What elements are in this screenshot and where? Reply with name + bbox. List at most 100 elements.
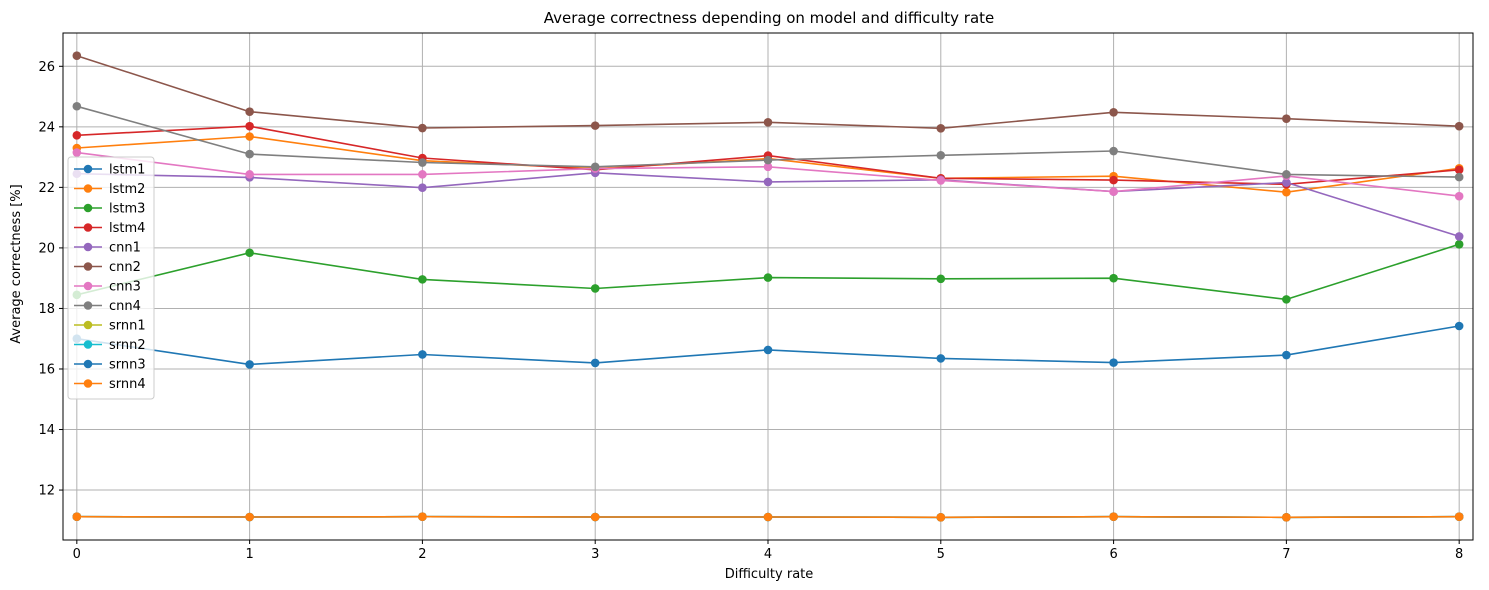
data-point-lstm1 [1282, 350, 1291, 360]
legend-item-lstm4: lstm4 [74, 221, 145, 236]
data-point-lstm4 [1109, 175, 1118, 185]
legend-item-srnn4: srnn4 [74, 377, 146, 392]
legend-item-cnn1: cnn1 [74, 241, 141, 256]
data-point-cnn2 [1109, 108, 1118, 117]
data-point-cnn4 [418, 158, 427, 167]
data-point-lstm3 [418, 275, 427, 284]
y-axis-label: Average correctness [%] [9, 184, 24, 343]
series-cnn4 [72, 101, 1464, 182]
data-point-cnn3 [763, 162, 773, 172]
legend-swatch-marker [83, 242, 93, 252]
x-axis: 0 1 2 3 4 5 6 7 8 [73, 540, 1463, 562]
legend-item-cnn4: cnn4 [74, 299, 141, 314]
x-tick-label: 7 [1282, 547, 1290, 562]
series-lstm1 [72, 321, 1464, 369]
data-point-srnn4 [72, 512, 82, 521]
data-point-lstm1 [936, 354, 946, 363]
data-point-cnn1 [763, 177, 773, 187]
data-point-cnn2 [763, 117, 773, 127]
y-tick-label: 14 [38, 423, 55, 438]
data-point-lstm1 [1109, 358, 1118, 367]
x-tick-label: 0 [73, 547, 81, 562]
legend-label: srnn1 [109, 319, 146, 334]
series-cnn2 [72, 51, 1464, 133]
legend-swatch-marker [83, 359, 93, 369]
legend-swatch-marker [83, 281, 93, 291]
legend-item-cnn3: cnn3 [74, 280, 141, 295]
data-point-cnn2 [1282, 114, 1291, 123]
legend-label: srnn3 [109, 358, 146, 373]
data-point-cnn2 [1454, 121, 1464, 131]
legend-label: lstm1 [109, 163, 145, 178]
chart-title: Average correctness depending on model a… [544, 9, 995, 27]
data-point-lstm3 [1109, 273, 1118, 283]
data-point-lstm1 [418, 350, 427, 359]
x-tick-label: 1 [245, 547, 253, 562]
data-point-lstm1 [763, 345, 773, 355]
y-tick-label: 12 [38, 484, 55, 499]
legend-label: lstm4 [109, 221, 145, 236]
data-point-cnn2 [245, 107, 254, 116]
data-point-lstm1 [245, 360, 254, 369]
y-tick-label: 26 [38, 60, 55, 75]
data-point-lstm3 [936, 274, 946, 284]
data-point-cnn4 [1282, 170, 1291, 179]
data-point-cnn3 [72, 148, 82, 157]
data-point-lstm3 [1282, 295, 1291, 304]
series-srnn4 [72, 512, 1464, 522]
legend-swatch-marker [83, 184, 93, 193]
legend-swatch-marker [83, 223, 93, 232]
legend-item-lstm3: lstm3 [74, 202, 145, 217]
legend-item-lstm1: lstm1 [74, 163, 145, 178]
data-point-srnn4 [418, 512, 427, 521]
data-point-cnn3 [245, 170, 254, 179]
x-tick-label: 2 [418, 547, 426, 562]
data-point-cnn4 [72, 101, 82, 111]
data-point-lstm3 [1454, 239, 1464, 249]
legend-box [67, 156, 155, 400]
data-point-srnn4 [936, 512, 946, 522]
legend-swatch-marker [83, 320, 93, 330]
data-point-cnn2 [590, 121, 600, 130]
x-axis-label: Difficulty rate [725, 567, 814, 582]
data-point-srnn4 [1454, 512, 1464, 521]
data-point-lstm4 [1454, 165, 1464, 175]
data-point-srnn4 [1282, 512, 1291, 522]
legend-item-lstm2: lstm2 [74, 182, 145, 197]
data-point-cnn4 [245, 149, 254, 159]
x-tick-label: 3 [591, 547, 599, 562]
data-point-cnn1 [418, 183, 427, 192]
legend-swatch-marker [83, 203, 93, 213]
data-point-lstm2 [245, 132, 254, 141]
legend-swatch-marker [83, 164, 93, 174]
legend-label: srnn2 [109, 338, 146, 353]
data-point-lstm4 [72, 131, 82, 140]
y-tick-label: 22 [38, 181, 55, 196]
data-point-cnn3 [418, 170, 427, 179]
data-point-cnn4 [936, 150, 946, 160]
grid [63, 33, 1473, 540]
data-point-lstm3 [590, 284, 600, 293]
x-tick-label: 4 [764, 547, 772, 562]
legend-label: cnn4 [109, 299, 141, 314]
data-point-cnn1 [1282, 178, 1291, 187]
data-point-srnn4 [590, 512, 600, 522]
legend-label: cnn3 [109, 280, 141, 295]
data-point-lstm3 [763, 273, 773, 282]
data-point-srnn4 [1109, 512, 1118, 521]
series-group [72, 51, 1464, 522]
legend-label: srnn4 [109, 377, 146, 392]
y-tick-label: 16 [38, 362, 55, 377]
legend-swatch-marker [83, 379, 93, 388]
legend-item-srnn1: srnn1 [74, 319, 146, 334]
data-point-lstm1 [1454, 321, 1464, 331]
data-point-srnn4 [763, 512, 773, 522]
data-point-cnn4 [590, 162, 600, 172]
data-point-cnn1 [1454, 232, 1464, 241]
data-point-srnn4 [245, 512, 254, 522]
legend-item-srnn3: srnn3 [74, 358, 146, 373]
y-tick-label: 18 [38, 302, 55, 317]
legend-label: lstm2 [109, 182, 145, 197]
data-point-cnn3 [1454, 191, 1464, 201]
